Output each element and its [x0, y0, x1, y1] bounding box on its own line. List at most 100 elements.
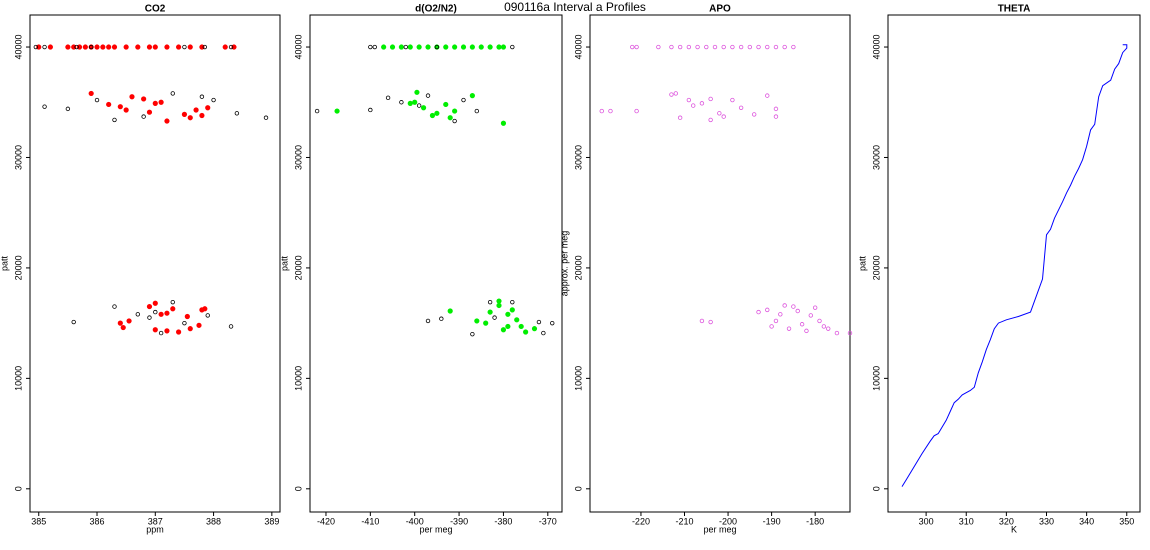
point: [509, 307, 515, 313]
point: [123, 107, 129, 113]
point: [205, 313, 210, 318]
point: [184, 313, 190, 320]
x-tick-label: -380: [494, 516, 512, 526]
point: [778, 312, 783, 317]
point: [730, 97, 735, 103]
point: [126, 318, 132, 324]
point: [514, 317, 520, 323]
point: [483, 320, 489, 326]
x-axis-label: ppm: [146, 524, 164, 534]
y-tick-label: 0: [293, 486, 303, 491]
point: [756, 309, 761, 315]
y-tick-label: 30000: [13, 145, 23, 170]
point: [146, 109, 153, 115]
point: [211, 97, 216, 103]
point: [407, 44, 413, 50]
point: [314, 108, 320, 114]
point: [141, 114, 146, 119]
point: [117, 104, 123, 110]
point: [399, 100, 404, 105]
point: [673, 91, 678, 96]
point: [117, 320, 123, 326]
y-tick-label: 10000: [293, 366, 303, 391]
x-tick-label: -410: [361, 516, 379, 526]
point: [193, 107, 199, 113]
point: [536, 319, 542, 325]
point: [106, 101, 112, 108]
x-tick-label: 386: [90, 516, 105, 526]
point: [751, 112, 757, 117]
point: [368, 107, 373, 113]
point: [187, 115, 193, 121]
point: [834, 330, 840, 336]
point: [88, 44, 94, 50]
page-title: 090116a Interval a Profiles: [504, 0, 646, 14]
point: [461, 97, 466, 103]
point: [141, 96, 147, 102]
point: [420, 105, 427, 111]
point: [708, 96, 713, 102]
point: [686, 97, 692, 103]
point: [42, 104, 47, 109]
point: [176, 44, 182, 50]
x-tick-label: 389: [264, 516, 279, 526]
point: [791, 44, 796, 50]
x-tick-label: 388: [206, 516, 221, 526]
point: [487, 309, 493, 315]
point: [176, 329, 182, 335]
point: [487, 299, 493, 305]
point: [71, 319, 76, 325]
y-tick-label: 10000: [871, 366, 881, 391]
panel-title: d(O2/N2): [415, 4, 457, 15]
point: [812, 305, 818, 310]
y-tick-label: 0: [13, 486, 23, 491]
point: [804, 328, 809, 334]
point: [769, 324, 774, 329]
point: [691, 103, 696, 108]
point: [152, 44, 158, 50]
x-tick-label: 310: [959, 516, 974, 526]
point: [407, 100, 413, 106]
point: [708, 319, 713, 325]
point: [158, 99, 164, 105]
point: [182, 44, 187, 50]
point: [196, 322, 202, 328]
point: [500, 120, 507, 126]
point: [42, 44, 47, 50]
point: [74, 44, 79, 50]
point: [704, 44, 709, 50]
point: [541, 330, 546, 336]
point: [531, 326, 538, 332]
x-tick-label: 387: [148, 516, 163, 526]
point: [120, 324, 126, 331]
point: [808, 313, 814, 318]
y-tick-label: 30000: [573, 145, 583, 170]
point: [65, 106, 71, 112]
point: [847, 330, 853, 336]
plot-frame: [29, 14, 281, 513]
point: [773, 44, 779, 50]
point: [234, 111, 240, 116]
point: [765, 93, 770, 98]
point: [164, 44, 170, 50]
point: [443, 44, 449, 50]
y-tick-label: 40000: [871, 35, 881, 60]
point: [773, 318, 779, 324]
point: [389, 44, 396, 50]
point: [773, 106, 779, 112]
x-tick-label: 300: [919, 516, 934, 526]
point: [181, 111, 188, 118]
y-tick-label: 10000: [13, 366, 23, 391]
x-tick-label: -400: [406, 516, 424, 526]
point: [523, 329, 529, 335]
point: [158, 330, 164, 336]
point: [202, 306, 208, 312]
point: [94, 44, 100, 50]
point: [33, 44, 39, 50]
point: [474, 318, 480, 324]
point: [146, 44, 153, 50]
point: [112, 117, 117, 123]
point: [205, 105, 211, 111]
point: [496, 44, 502, 50]
